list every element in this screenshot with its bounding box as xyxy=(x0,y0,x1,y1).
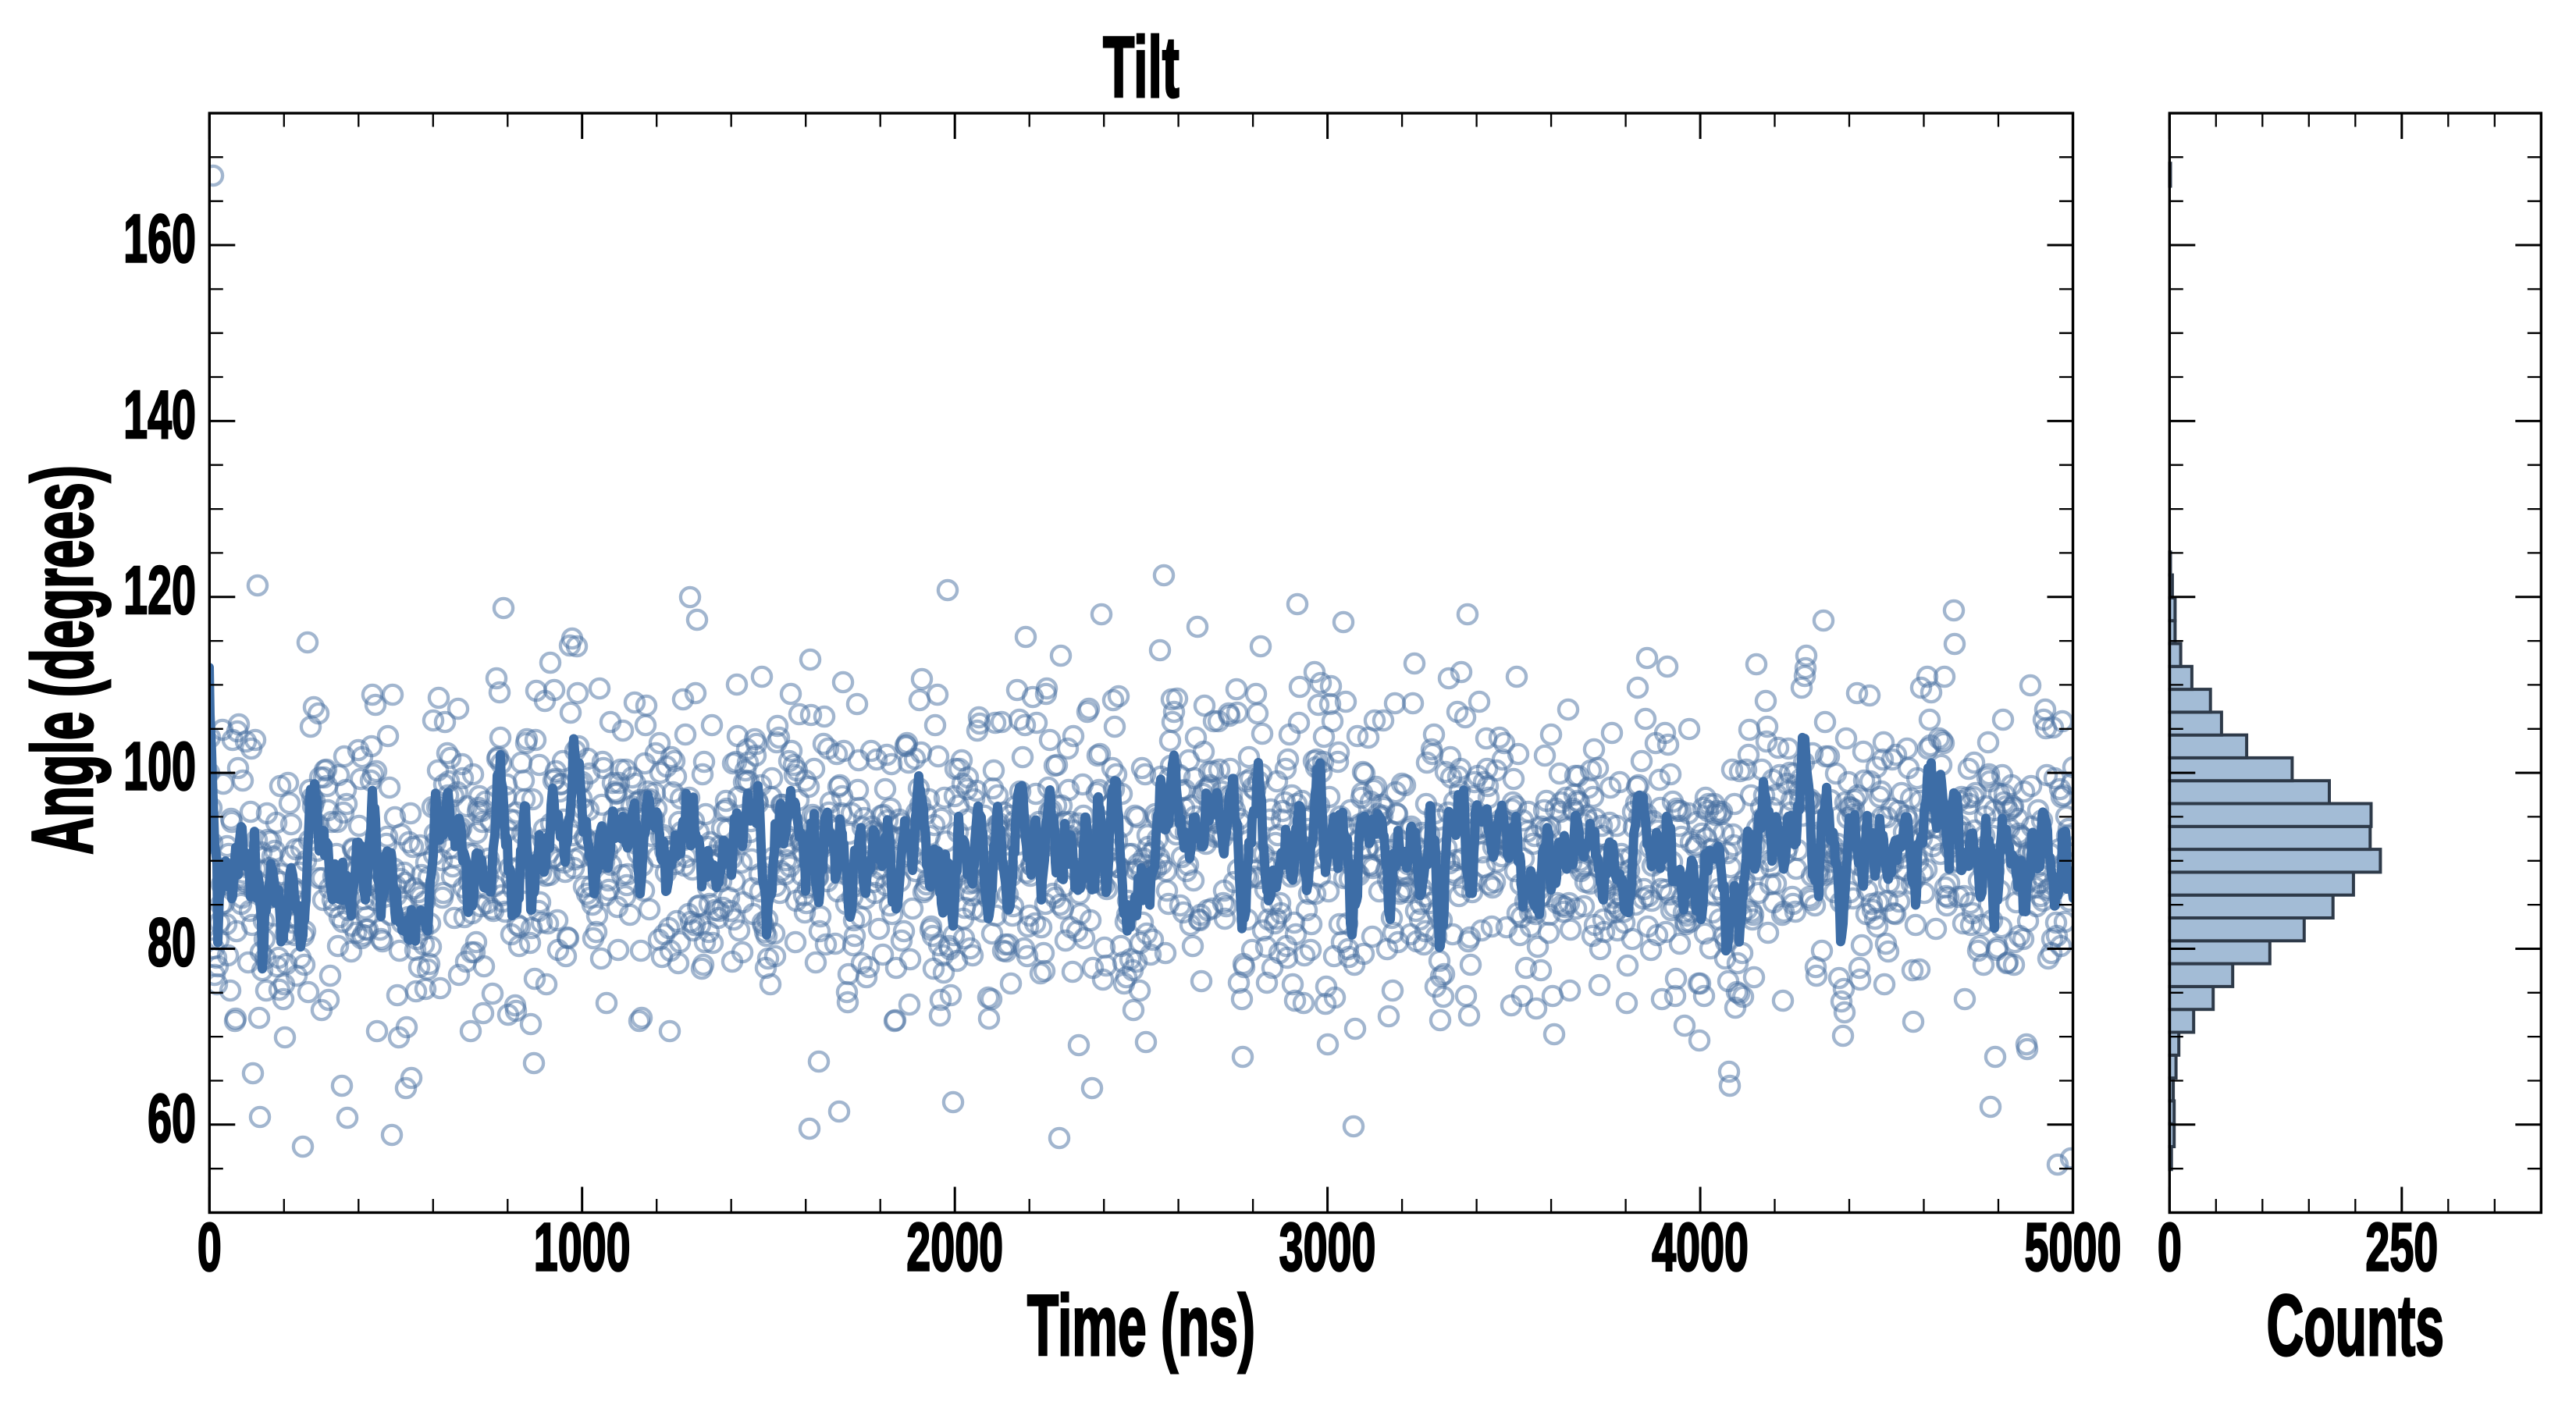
svg-text:250: 250 xyxy=(2365,1210,2438,1285)
svg-text:0: 0 xyxy=(2158,1210,2182,1285)
svg-text:2000: 2000 xyxy=(906,1210,1003,1285)
svg-text:0: 0 xyxy=(197,1210,222,1285)
svg-text:120: 120 xyxy=(123,553,196,628)
svg-text:1000: 1000 xyxy=(534,1210,631,1285)
svg-text:Counts: Counts xyxy=(2267,1279,2444,1374)
svg-text:4000: 4000 xyxy=(1652,1210,1749,1285)
svg-text:Tilt: Tilt xyxy=(1103,20,1179,116)
svg-text:160: 160 xyxy=(123,201,196,276)
svg-text:Angle (degrees): Angle (degrees) xyxy=(16,465,111,855)
svg-text:5000: 5000 xyxy=(2025,1210,2122,1285)
svg-text:100: 100 xyxy=(123,729,196,804)
svg-text:80: 80 xyxy=(148,905,196,980)
svg-text:140: 140 xyxy=(123,377,196,452)
svg-text:60: 60 xyxy=(148,1081,196,1156)
svg-text:Time (ns): Time (ns) xyxy=(1027,1279,1255,1374)
svg-text:3000: 3000 xyxy=(1279,1210,1376,1285)
